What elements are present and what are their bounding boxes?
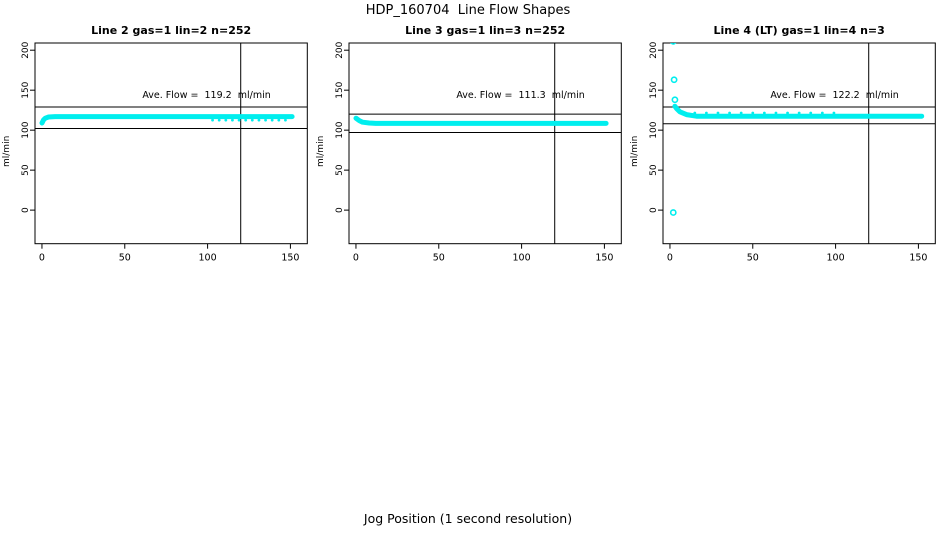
ave-flow-label: Ave. Flow = 119.2 ml/min (142, 90, 270, 101)
data-point (237, 118, 241, 122)
ave-flow-label: Ave. Flow = 111.3 ml/min (456, 90, 584, 101)
panel-title: Line 4 (LT) gas=1 lin=4 n=3 (714, 24, 885, 37)
data-point (693, 111, 697, 115)
plot-box (34, 42, 308, 245)
y-tick-label: 200 (335, 41, 345, 58)
x-tick-label: 150 (909, 253, 927, 264)
data-point (244, 118, 248, 122)
plot-box (348, 42, 622, 245)
outlier-point (670, 43, 677, 45)
panel-plot: Line 2 gas=1 lin=2 n=252 0 50 100 150 200 0 50 1… (2, 24, 308, 264)
figure-title: HDP_160704 Line Flow Shapes (365, 3, 571, 18)
x-tick-label: 150 (281, 253, 299, 264)
x-tick-label: 100 (827, 253, 845, 264)
panel-line3: Line 3 gas=1 lin=3 n=252 0 50 100 150 200 0 50 1… (314, 20, 632, 272)
panel-plot: Line 3 gas=1 lin=3 n=252 0 50 100 150 200 0 50 1… (316, 24, 622, 264)
y-axis-label: ml/min (2, 136, 12, 167)
outlier-point (669, 209, 677, 216)
data-layer (39, 114, 295, 126)
y-tick-label: 200 (649, 41, 659, 58)
x-tick-label: 0 (667, 253, 673, 264)
data-point (774, 111, 778, 115)
panel-line2: Line 2 gas=1 lin=2 n=252 0 50 100 150 200 0 50 1… (0, 20, 318, 272)
y-tick-label: 50 (649, 164, 659, 176)
y-tick-label: 150 (649, 81, 659, 98)
data-point (797, 111, 801, 115)
y-tick-label: 0 (649, 207, 659, 213)
data-point (704, 111, 708, 115)
x-tick-label: 50 (433, 253, 445, 264)
y-tick-label: 0 (335, 207, 345, 213)
y-tick-label: 50 (21, 164, 31, 176)
y-tick-label: 100 (649, 121, 659, 138)
x-tick-label: 100 (199, 253, 217, 264)
x-tick-label: 150 (595, 253, 613, 264)
data-point (217, 118, 221, 122)
y-tick-label: 100 (335, 121, 345, 138)
data-band (353, 115, 609, 126)
data-point (728, 111, 731, 115)
panel-title: Line 2 gas=1 lin=2 n=252 (91, 24, 251, 37)
x-tick-label: 100 (513, 253, 531, 264)
data-point (257, 118, 261, 122)
y-tick-label: 100 (21, 121, 31, 138)
data-point (786, 111, 789, 115)
y-axis-label: ml/min (316, 136, 326, 167)
data-point (231, 118, 234, 122)
plot-box (662, 42, 936, 245)
data-point (716, 111, 720, 115)
ave-flow-label: Ave. Flow = 122.2 ml/min (770, 90, 898, 101)
y-tick-label: 150 (335, 81, 345, 98)
data-point (224, 118, 228, 122)
y-tick-label: 50 (335, 164, 345, 176)
x-tick-label: 50 (747, 253, 759, 264)
y-tick-label: 0 (21, 207, 31, 213)
panel-title: Line 3 gas=1 lin=3 n=252 (405, 24, 565, 37)
panel-plot: Line 4 (LT) gas=1 lin=4 n=3 0 50 100 150 200 0… (630, 24, 936, 264)
x-tick-label: 0 (353, 253, 359, 264)
data-point (739, 111, 743, 115)
data-layer (669, 43, 925, 216)
data-point (284, 118, 287, 122)
data-layer (353, 115, 609, 126)
x-axis-label: Jog Position (1 second resolution) (363, 511, 573, 526)
data-point (751, 111, 755, 115)
data-point (832, 111, 836, 115)
data-band (39, 114, 295, 126)
panel-line4: Line 4 (LT) gas=1 lin=4 n=3 0 50 100 150 200 0… (628, 20, 936, 272)
data-point (809, 111, 813, 115)
data-band (672, 103, 925, 119)
data-point (270, 118, 274, 122)
data-point (250, 118, 254, 122)
y-tick-label: 200 (21, 41, 31, 58)
data-point (820, 111, 824, 115)
x-tick-label: 50 (119, 253, 131, 264)
data-point (762, 111, 766, 115)
data-point (264, 118, 267, 122)
data-point (277, 118, 281, 122)
y-axis-label: ml/min (630, 136, 640, 167)
outlier-point (671, 96, 679, 104)
outlier-point (670, 76, 678, 84)
x-tick-label: 0 (39, 253, 45, 264)
y-tick-label: 150 (21, 81, 31, 98)
data-point (211, 118, 214, 122)
